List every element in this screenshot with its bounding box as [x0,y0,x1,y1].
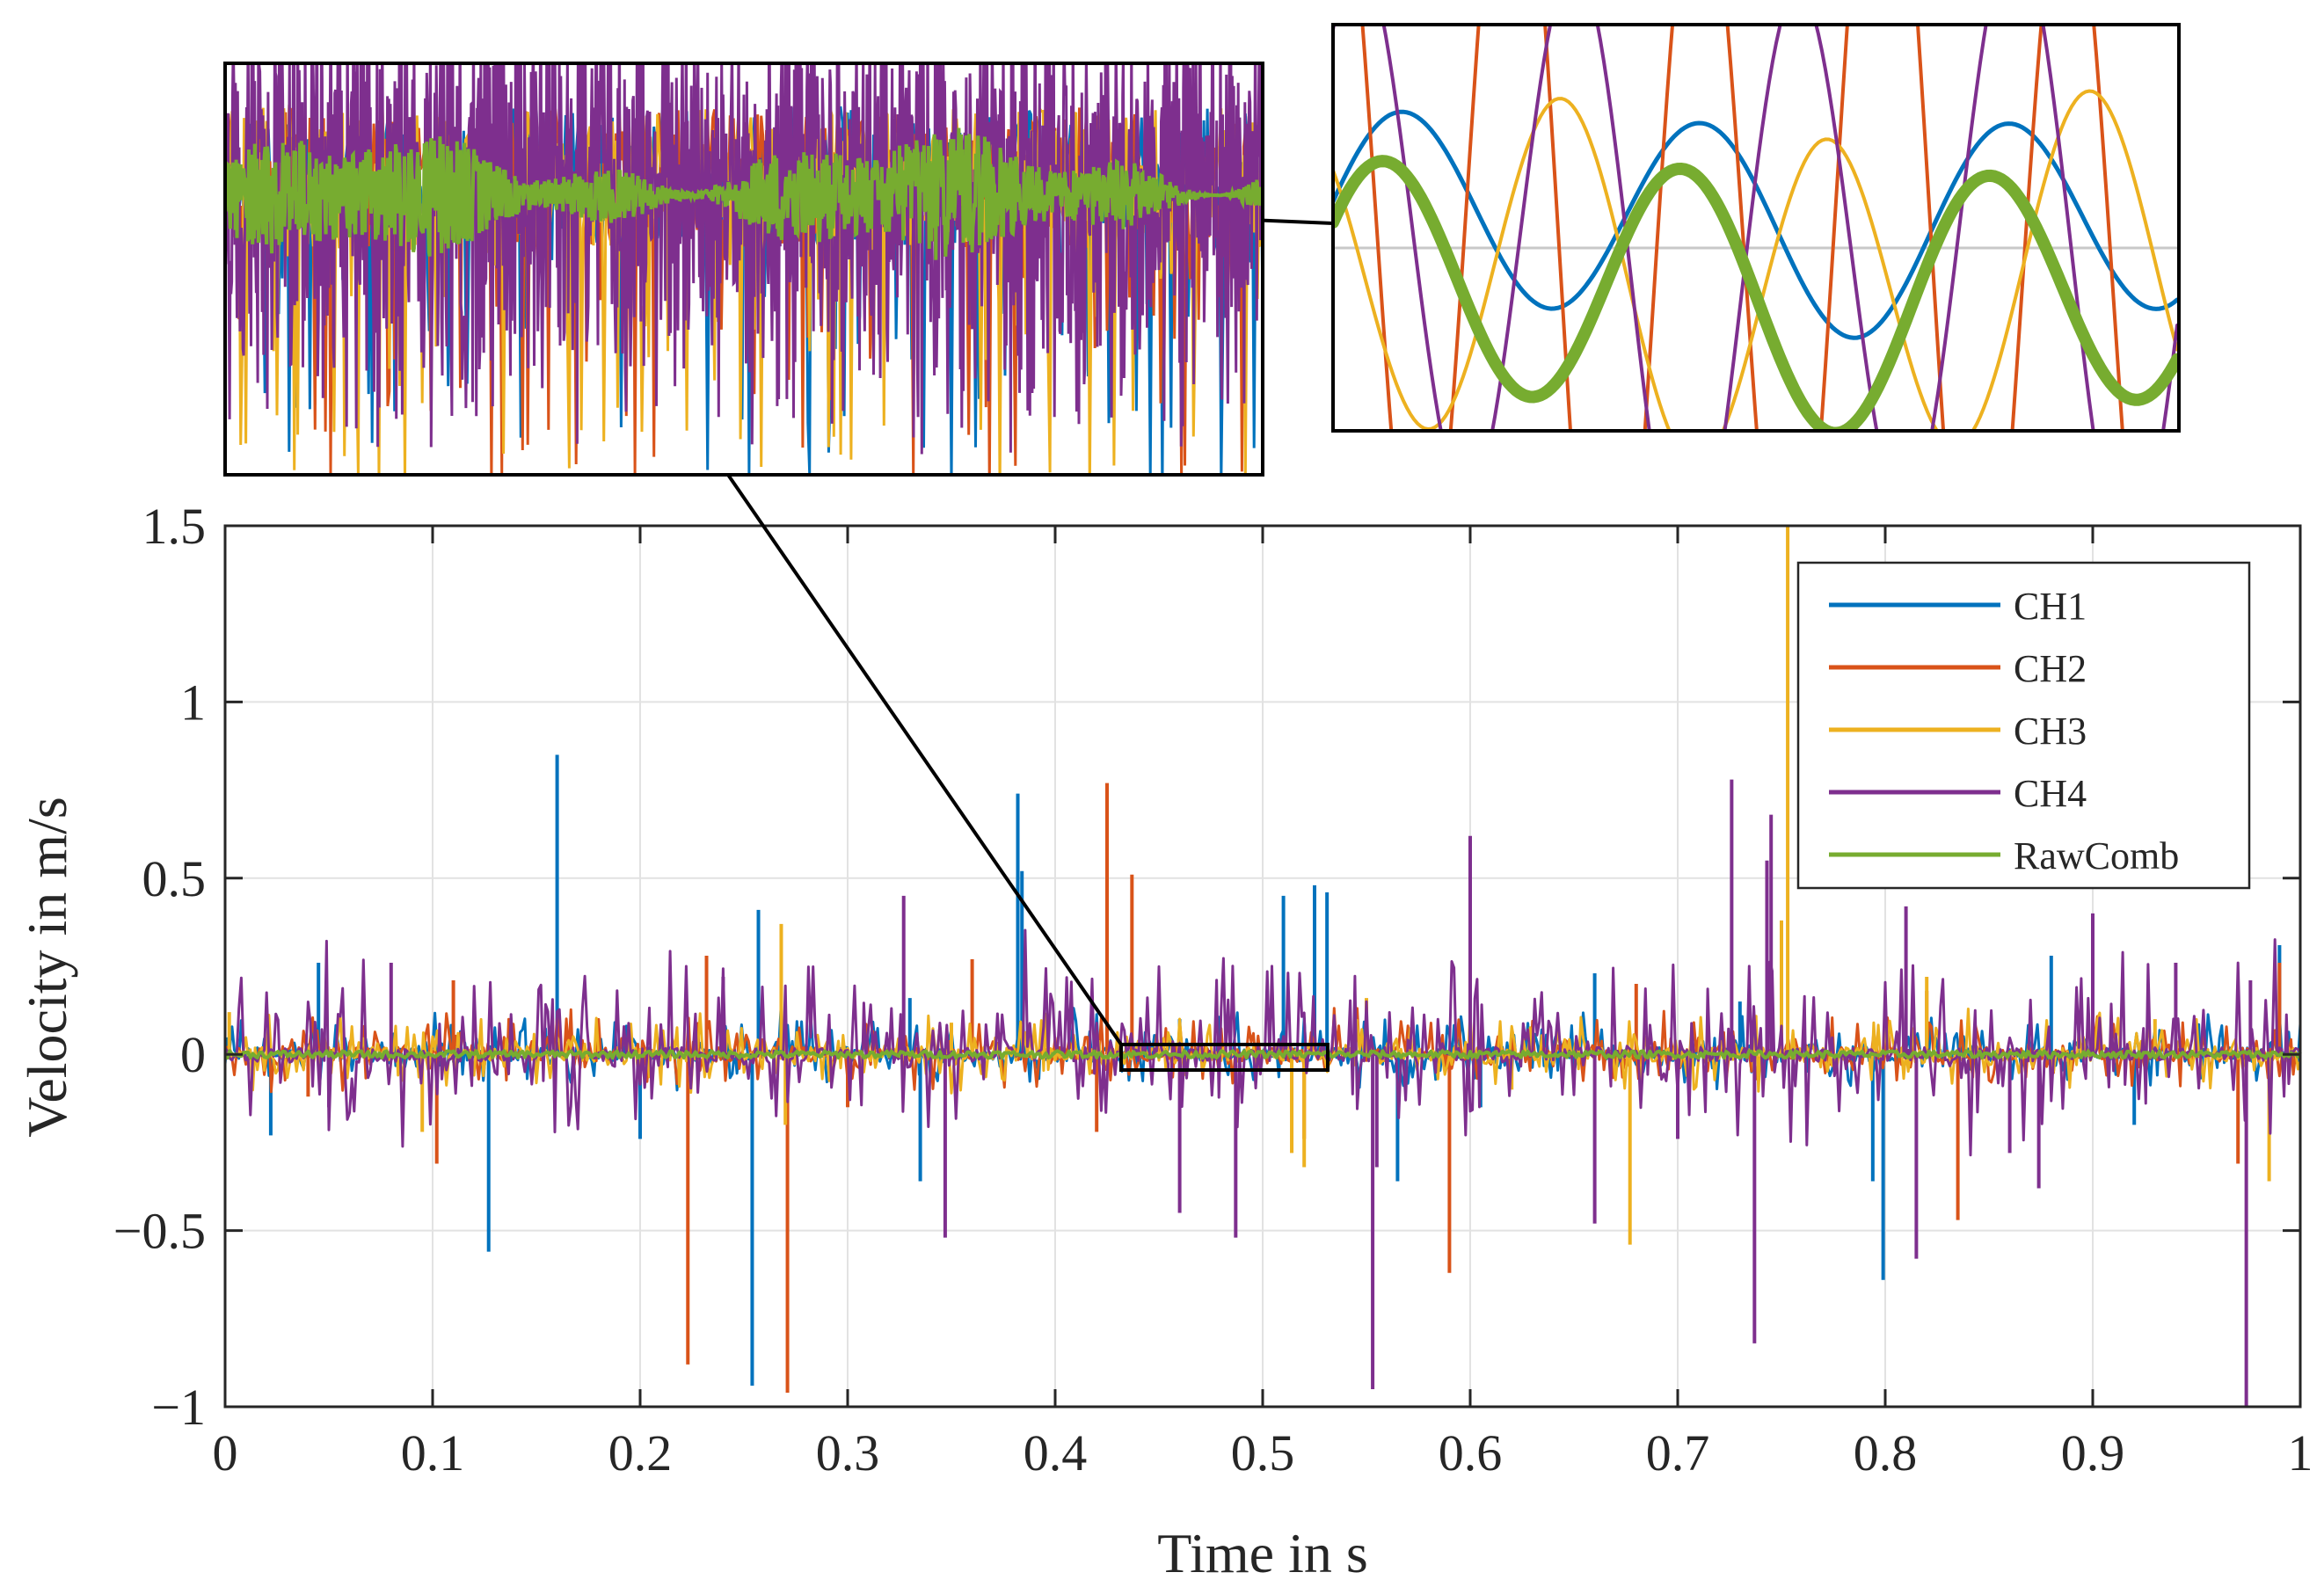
y-tick-label: 1.5 [142,498,207,555]
legend-entry-ch4: CH4 [1829,772,2087,815]
y-tick-label: 0.5 [142,850,207,907]
legend-entry-rawcomb: RawComb [1829,834,2179,877]
inset-detail-frame [1331,23,2181,433]
x-tick-label: 0.5 [1231,1424,1295,1481]
legend-box [1796,561,2251,890]
x-axis-label: Time in s [1157,1522,1368,1584]
legend-label-ch2: CH2 [2014,647,2087,690]
x-tick-label: 0 [213,1424,238,1481]
x-tick-label: 0.3 [816,1424,880,1481]
main-series [223,526,2302,1407]
y-tick-label: −0.5 [113,1203,206,1260]
x-tick-label: 0.9 [2061,1424,2125,1481]
inset-zoom-frame [223,62,1264,477]
y-tick-label: −1 [151,1379,206,1436]
x-tick-label: 0.6 [1439,1424,1503,1481]
inset-detail [1331,23,2181,433]
legend-label-ch1: CH1 [2014,585,2087,628]
zoom-connector-main-to-inset [726,473,1123,1046]
zoom-source-box [1119,1043,1330,1072]
legend: CH1 CH2 CH3 CH4 RawComb [1796,561,2251,890]
inset-zoom-line-ch4 [225,63,1263,455]
x-tick-label: 0.2 [608,1424,673,1481]
inset-detail-series [1333,25,2179,431]
inset-zoom-line-rawcomb [225,127,1263,260]
main-ticks: 0 0.1 0.2 0.3 0.4 0.5 0.6 0.7 0.8 0.9 1 −1 −0.5 0 0.5 1… [113,498,2313,1481]
series-line-rawcomb [224,1049,2302,1060]
y-tick-label: 1 [180,673,206,731]
x-tick-label: 0.4 [1024,1424,1088,1481]
inset-detail-line-rawcomb [1333,155,2179,431]
legend-label-ch3: CH3 [2014,710,2087,753]
legend-label-rawcomb: RawComb [2014,834,2179,877]
legend-entry-ch1: CH1 [1829,585,2087,628]
legend-entry-ch3: CH3 [1829,710,2087,753]
inset-zoom-series-ch4 [225,63,1263,455]
inset-zoom [223,62,1264,477]
inset-detail-line-ch2 [1360,25,2124,431]
inset-detail-line-ch4 [1333,25,2179,431]
x-tick-label: 0.8 [1854,1424,1918,1481]
y-axis-label: Velocity in m/s [16,797,78,1138]
legend-label-ch4: CH4 [2014,772,2087,815]
inset-zoom-series-rawcomb [225,127,1263,260]
inset-zoom-series [225,63,1263,475]
legend-entry-ch2: CH2 [1829,647,2087,690]
x-tick-label: 1 [2288,1424,2313,1481]
x-tick-label: 0.1 [401,1424,465,1481]
x-tick-label: 0.7 [1646,1424,1710,1481]
inset-detail-line-ch3 [1333,89,2179,431]
series-rawcomb [224,1049,2302,1060]
y-tick-label: 0 [180,1026,206,1083]
